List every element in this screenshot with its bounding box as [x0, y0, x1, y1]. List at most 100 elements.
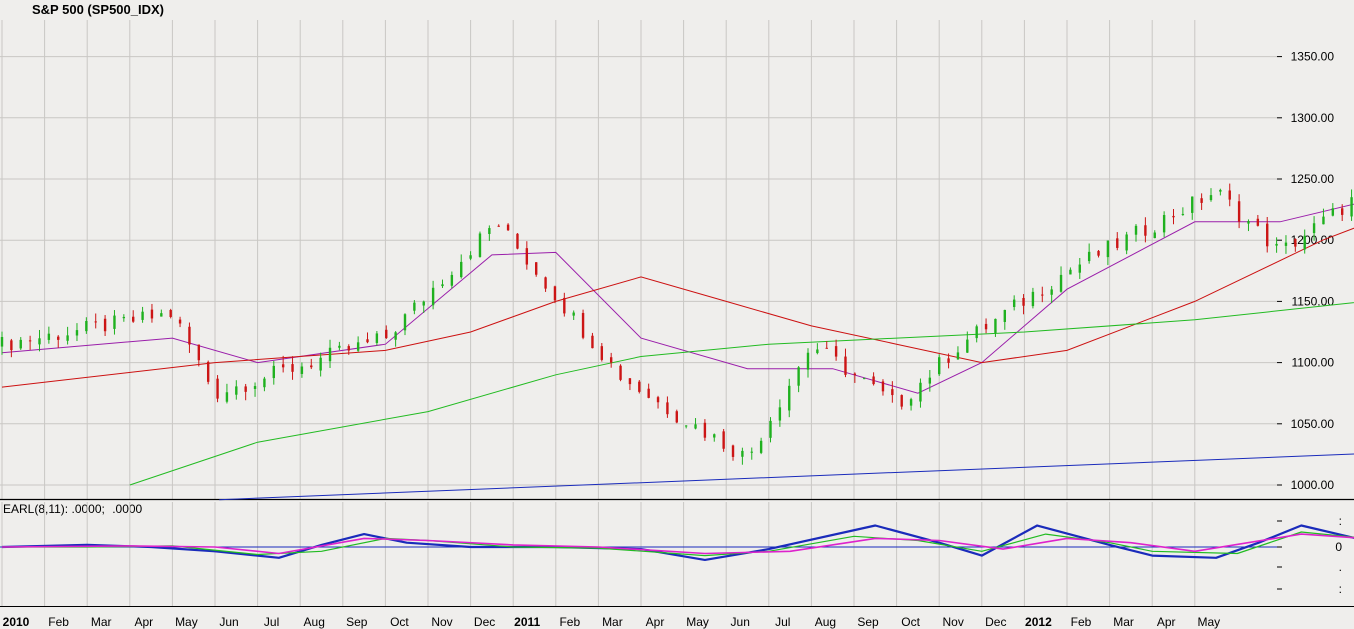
x-tick-label: May [1197, 615, 1220, 629]
candle-body [731, 445, 735, 457]
candle-body [1275, 243, 1278, 246]
candle-body [1106, 240, 1110, 258]
candle-body [675, 411, 678, 423]
x-tick-label: May [175, 615, 198, 629]
y-tick-label: 1350.00 [1291, 50, 1335, 64]
candle-body [478, 233, 482, 257]
x-tick-label: Aug [304, 615, 325, 629]
indicator-series-line [2, 531, 1354, 557]
x-tick-label: Apr [134, 615, 153, 629]
candle-body [900, 395, 903, 407]
y-tick-label: 1100.00 [1292, 356, 1335, 370]
candle-body [525, 248, 529, 265]
candle-body [834, 346, 838, 357]
candle-body [1266, 223, 1269, 247]
candle-body [535, 262, 538, 275]
x-tick-label: Mar [602, 615, 623, 629]
candle-body [403, 314, 407, 331]
candle-body [553, 286, 557, 301]
candle-body [853, 373, 857, 375]
candle-body [94, 321, 97, 323]
candle-body [1134, 225, 1138, 235]
candle-body [469, 255, 472, 259]
candle-body [1191, 196, 1194, 213]
candle-body [544, 277, 547, 289]
candle-body [600, 346, 604, 360]
x-tick-label: Jun [731, 615, 750, 629]
candle-body [244, 386, 247, 392]
candle-body [132, 316, 135, 322]
candle-body [591, 335, 594, 349]
candle-body [750, 451, 753, 453]
x-tick-label: 2012 [1025, 615, 1052, 629]
candle-body [647, 388, 650, 398]
candle-body [356, 342, 360, 351]
indicator-title: EARL(8,11): .0000; .0000 [3, 502, 142, 516]
x-tick-label: May [686, 615, 709, 629]
candle-body [281, 364, 285, 368]
candle-body [310, 365, 313, 368]
candle-body [909, 399, 913, 406]
candle-body [206, 361, 210, 382]
candle-body [1247, 221, 1250, 224]
candle-body [741, 450, 744, 457]
moving-average-line [1, 203, 1354, 394]
candle-body [47, 333, 51, 340]
y-tick-label: 1200.00 [1291, 233, 1335, 247]
candle-body [1181, 213, 1185, 215]
candle-body [160, 313, 163, 317]
x-tick-label: Feb [48, 615, 69, 629]
y-tick-label: 1300.00 [1291, 111, 1335, 125]
candle-body [1303, 235, 1306, 250]
candle-body [506, 224, 510, 231]
candle-body [1322, 216, 1325, 225]
y-axis-labels: 1000.00 1050.00 1100.00 1150.00 1200.00 1250.… [1277, 50, 1334, 492]
candle-body [703, 422, 707, 438]
indicator-name: EARL(8,11): [3, 502, 69, 516]
x-axis-labels: 2010 Feb Mar Apr May Jun Jul Aug Sep Oct Nov Dec 201… [3, 615, 1220, 629]
candle-body [1069, 269, 1072, 275]
candle-body [450, 274, 454, 286]
candle-body [1059, 274, 1063, 292]
candle-body [638, 381, 641, 392]
candle-body [1340, 208, 1344, 215]
x-tick-label: Nov [943, 615, 964, 629]
candle-body [947, 358, 950, 363]
x-tick-label: Feb [1071, 615, 1092, 629]
candle-body [563, 297, 566, 314]
candle-body [684, 425, 688, 427]
candle-body [488, 228, 491, 234]
x-tick-label: Nov [431, 615, 452, 629]
candle-body [1078, 264, 1081, 273]
candle-body [975, 326, 978, 339]
moving-average-line [1, 227, 1354, 388]
candle-body [722, 431, 725, 449]
price-chart-title: S&P 500 (SP500_IDX) [32, 2, 164, 17]
indicator-y-label: . [1339, 560, 1342, 574]
x-tick-label: Oct [390, 615, 409, 629]
candle-body [806, 352, 810, 370]
candle-body [1097, 250, 1100, 256]
candle-body [666, 402, 669, 415]
y-tick-label: 1250.00 [1291, 172, 1335, 186]
candle-body [1331, 208, 1335, 216]
candle-body [572, 312, 575, 316]
indicator-value-2: .0000 [112, 502, 143, 516]
candle-body [431, 287, 435, 306]
x-tick-label: Mar [91, 615, 112, 629]
candle-body [1012, 299, 1016, 307]
candle-body [75, 330, 79, 336]
candle-body [38, 338, 41, 345]
y-tick-label: 1000.00 [1291, 478, 1335, 492]
grid-lines [0, 20, 1277, 606]
candle-body [178, 319, 182, 324]
candle-body [656, 397, 660, 403]
y-tick-label: 1050.00 [1291, 417, 1335, 431]
candle-body [1087, 251, 1091, 262]
candle-body [1022, 297, 1025, 306]
candle-body [1050, 289, 1053, 295]
candle-body [619, 365, 622, 380]
candle-body [28, 340, 32, 342]
candle-body [1144, 225, 1147, 236]
candle-body [966, 339, 969, 353]
